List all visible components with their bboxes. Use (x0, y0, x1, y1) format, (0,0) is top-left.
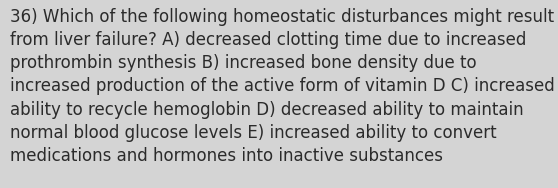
Text: 36) Which of the following homeostatic disturbances might result
from liver fail: 36) Which of the following homeostatic d… (10, 8, 555, 165)
